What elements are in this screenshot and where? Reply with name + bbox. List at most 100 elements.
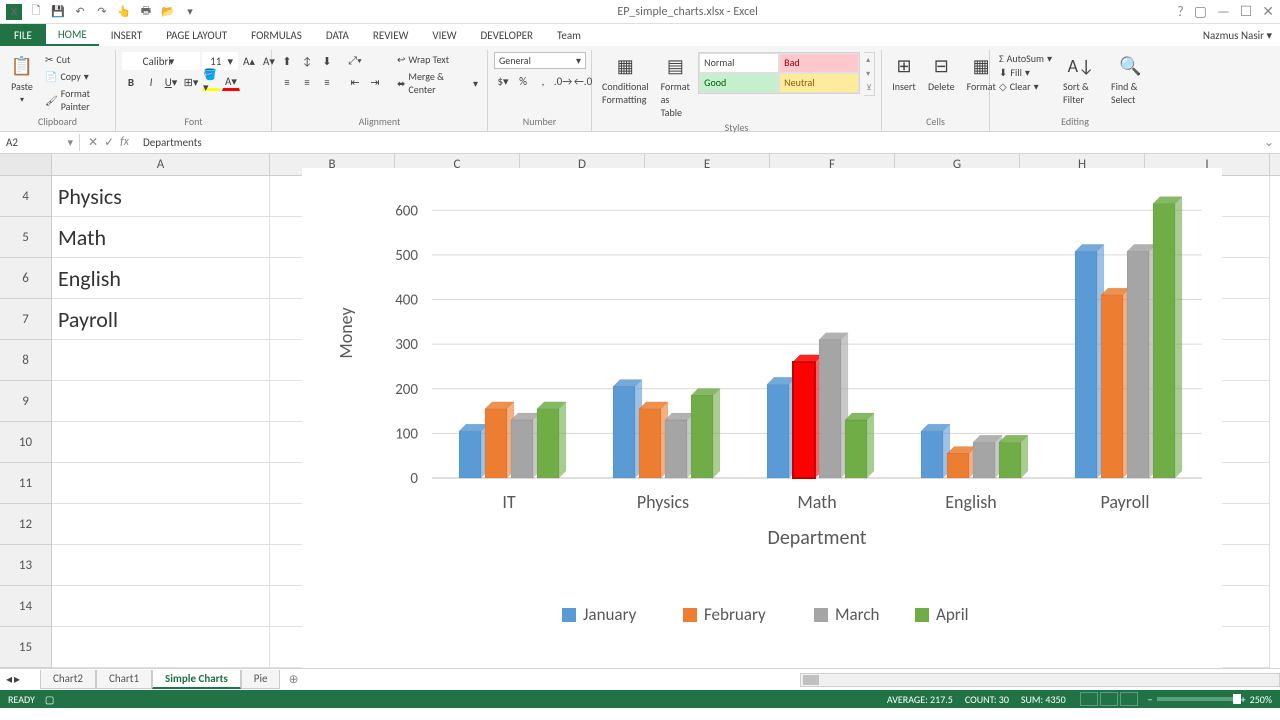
sheet-tab[interactable]: Chart1 [96, 670, 152, 689]
cell[interactable] [52, 627, 270, 668]
cell[interactable] [52, 504, 270, 545]
row-header[interactable]: 5 [0, 217, 52, 258]
merge-center-button[interactable]: ⬌ Merge & Center ▾ [394, 69, 481, 97]
print-icon[interactable]: 🖶 [138, 4, 154, 20]
cell[interactable] [52, 545, 270, 586]
formula-input[interactable]: Departments [137, 134, 1258, 151]
styles-more-icon[interactable]: ⊻ [864, 81, 874, 95]
cell[interactable]: English [52, 258, 270, 299]
cancel-formula-icon[interactable]: ✕ [88, 135, 98, 150]
redo-icon[interactable]: ↷ [94, 4, 110, 20]
align-mid-icon[interactable]: ↕ [298, 52, 316, 70]
open-icon[interactable]: 📂 [160, 4, 176, 20]
number-format-select[interactable]: General ▾ [494, 52, 586, 69]
align-right-icon[interactable]: ≡ [318, 73, 336, 91]
font-name-select[interactable]: Calibri ▾ [122, 52, 200, 70]
dec-decimal-icon[interactable]: ←.0 [574, 72, 592, 90]
column-header[interactable]: A [52, 154, 270, 175]
border-button[interactable]: ⊞▾ [182, 73, 200, 91]
cell[interactable] [52, 586, 270, 627]
cut-button[interactable]: ✂ Cut [42, 52, 109, 67]
fill-color-button[interactable]: 🪣▾ [202, 73, 220, 91]
row-header[interactable]: 15 [0, 627, 52, 668]
italic-button[interactable]: I [142, 73, 160, 91]
sort-filter-button[interactable]: A↓Sort & Filter [1059, 52, 1103, 108]
indent-inc-icon[interactable]: ⇥ [366, 73, 384, 91]
currency-icon[interactable]: $▾ [494, 72, 512, 90]
ribbon-tab-home[interactable]: HOME [46, 24, 99, 46]
insert-cells-button[interactable]: ⊞Insert [888, 52, 920, 95]
clear-button[interactable]: ◇ Clear ▾ [996, 80, 1055, 93]
ribbon-tab-team[interactable]: Team [545, 24, 593, 46]
align-left-icon[interactable]: ≡ [278, 73, 296, 91]
indent-dec-icon[interactable]: ⇤ [346, 73, 364, 91]
embedded-chart[interactable]: 0100200300400500600MoneyITPhysicsMathEng… [302, 168, 1222, 668]
qat-more-icon[interactable]: ▾ [182, 4, 198, 20]
ribbon-tab-review[interactable]: REVIEW [361, 24, 421, 46]
font-color-button[interactable]: A▾ [222, 73, 240, 91]
ribbon-tab-formulas[interactable]: FORMULAS [239, 24, 314, 46]
row-header[interactable]: 6 [0, 258, 52, 299]
styles-up-icon[interactable]: ▴ [864, 53, 874, 67]
add-sheet-button[interactable]: ⊕ [280, 670, 306, 689]
zoom-control[interactable]: −+ 250% [1148, 693, 1272, 706]
help-icon[interactable]: ? [1177, 3, 1184, 20]
ribbon-tab-page-layout[interactable]: PAGE LAYOUT [154, 24, 239, 46]
delete-cells-button[interactable]: ⊟Delete [924, 52, 959, 95]
grow-font-icon[interactable]: A▴ [240, 52, 258, 70]
horizontal-scrollbar[interactable] [800, 673, 1280, 687]
cell-styles-gallery[interactable]: Normal Bad Good Neutral [698, 52, 860, 94]
cell[interactable]: Physics [52, 176, 270, 217]
row-header[interactable]: 9 [0, 381, 52, 422]
fill-button[interactable]: ⬇ Fill ▾ [996, 66, 1055, 79]
row-header[interactable]: 12 [0, 504, 52, 545]
bold-button[interactable]: B [122, 73, 140, 91]
tab-prev-icon[interactable]: ◂ [6, 672, 12, 687]
row-header[interactable]: 11 [0, 463, 52, 504]
name-box[interactable]: A2▾ [0, 134, 80, 151]
ribbon-tab-insert[interactable]: INSERT [99, 24, 155, 46]
fx-icon[interactable]: fx [120, 135, 129, 150]
save-icon[interactable]: 💾 [50, 4, 66, 20]
format-as-table-button[interactable]: ▤Format as Table [657, 52, 695, 121]
paste-button[interactable]: 📋Paste▾ [6, 52, 38, 107]
user-name[interactable]: Nazmus Nasir ▾ [1203, 29, 1280, 42]
ribbon-options-icon[interactable]: ▢ [1194, 3, 1207, 20]
row-header[interactable]: 8 [0, 340, 52, 381]
sheet-tab[interactable]: Chart2 [40, 670, 96, 689]
select-all-corner[interactable] [0, 154, 52, 175]
maximize-icon[interactable]: ☐ [1240, 3, 1253, 20]
align-center-icon[interactable]: ≡ [298, 73, 316, 91]
conditional-formatting-button[interactable]: ▦Conditional Formatting [598, 52, 653, 108]
comma-icon[interactable]: , [534, 72, 552, 90]
copy-button[interactable]: 📄 Copy ▾ [42, 69, 109, 84]
row-header[interactable]: 4 [0, 176, 52, 217]
cell[interactable] [52, 381, 270, 422]
cell[interactable]: Math [52, 217, 270, 258]
cell[interactable]: Payroll [52, 299, 270, 340]
row-header[interactable]: 13 [0, 545, 52, 586]
cell[interactable] [52, 463, 270, 504]
styles-down-icon[interactable]: ▾ [864, 67, 874, 81]
align-bot-icon[interactable]: ⬇ [318, 52, 336, 70]
new-icon[interactable]: 🗋 [28, 4, 44, 20]
row-header[interactable]: 10 [0, 422, 52, 463]
undo-icon[interactable]: ↶ [72, 4, 88, 20]
row-header[interactable]: 7 [0, 299, 52, 340]
enter-formula-icon[interactable]: ✓ [104, 135, 114, 150]
file-tab[interactable]: FILE [0, 24, 46, 46]
close-icon[interactable]: ✕ [1262, 3, 1274, 20]
row-header[interactable]: 14 [0, 586, 52, 627]
underline-button[interactable]: U▾ [162, 73, 180, 91]
inc-decimal-icon[interactable]: .0→ [554, 72, 572, 90]
expand-formula-icon[interactable]: ⌄ [1258, 135, 1280, 150]
format-painter-button[interactable]: 🖌 Format Painter [42, 86, 109, 114]
cell[interactable] [52, 340, 270, 381]
sheet-tab[interactable]: Simple Charts [152, 670, 241, 689]
ribbon-tab-developer[interactable]: DEVELOPER [469, 24, 545, 46]
ribbon-tab-view[interactable]: VIEW [420, 24, 468, 46]
orientation-icon[interactable]: ⤢▾ [346, 52, 364, 70]
wrap-text-button[interactable]: ↩ Wrap Text [394, 52, 481, 67]
cells-grid[interactable]: PhysicsMathEnglishPayroll 01002003004005… [52, 176, 1280, 668]
percent-icon[interactable]: % [514, 72, 532, 90]
